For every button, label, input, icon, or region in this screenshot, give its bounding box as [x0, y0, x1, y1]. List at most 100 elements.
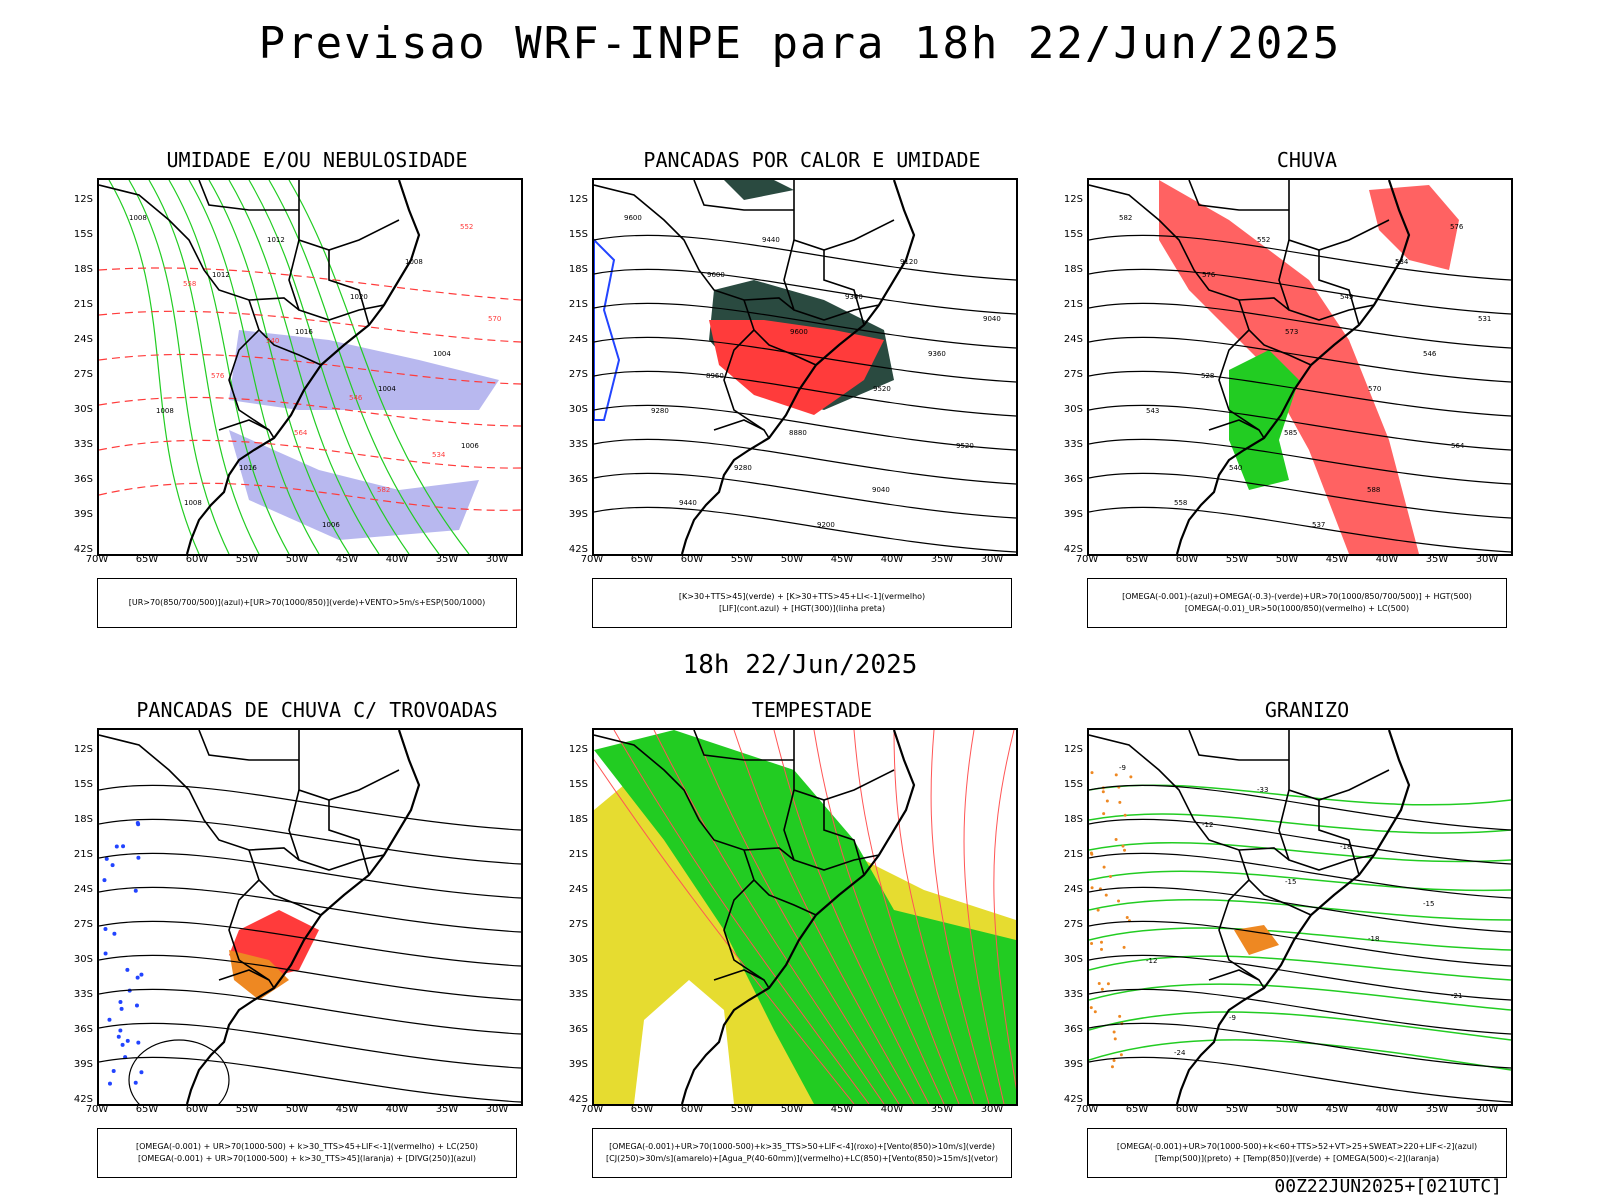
contour-label: 1020	[350, 293, 368, 301]
coastline	[680, 730, 916, 1104]
map-storm[interactable]	[592, 728, 1018, 1106]
omega-mark	[1090, 941, 1094, 945]
isoline	[99, 886, 521, 933]
lon-tick-label: 45W	[830, 554, 854, 565]
legend-box: [OMEGA(-0.001) + UR>70(1000-500) + k>30_…	[97, 1128, 517, 1178]
lon-tick-label: 65W	[135, 1104, 159, 1115]
border-line	[248, 849, 322, 916]
lat-tick-label: 42S	[73, 544, 93, 555]
isoline	[1089, 784, 1511, 831]
contour-label: 552	[1257, 236, 1270, 244]
coastline	[680, 180, 916, 554]
strong-rain-area	[1229, 350, 1299, 490]
panel-title: CHUVA	[1276, 148, 1338, 172]
lat-tick-label: 27S	[568, 369, 588, 380]
lat-tick-label: 36S	[568, 1024, 588, 1035]
divergence-mark	[134, 1003, 139, 1008]
border-line	[198, 180, 299, 211]
divergence-mark	[107, 1081, 112, 1086]
map-rain[interactable]: 582 576 573 570 564 558 552 549 546 543 540 537 534 5…	[1087, 178, 1513, 556]
omega-mark	[1090, 886, 1094, 890]
contour-label: -33	[1257, 786, 1268, 794]
contour-label: 570	[488, 315, 501, 323]
panel-title: GRANIZO	[1264, 698, 1350, 722]
omega-mark	[1123, 813, 1127, 817]
lat-tick-label: 18S	[1063, 264, 1083, 275]
lon-tick-label: 40W	[1375, 1104, 1399, 1115]
lat-tick-label: 27S	[568, 919, 588, 930]
isoline	[594, 336, 1016, 383]
lat-tick-label: 21S	[73, 849, 93, 860]
isoline	[1089, 988, 1511, 1035]
contour-label: 552	[460, 223, 473, 231]
divergence-mark	[104, 856, 109, 861]
lat-tick-label: 15S	[568, 229, 588, 240]
border-line	[1208, 969, 1260, 981]
coastline	[1175, 180, 1411, 554]
map-heat-showers[interactable]: 9600 9600 9600 9520 9520 9440 9440 9360 9360 9280…	[592, 178, 1018, 556]
map-hail[interactable]: -9 -12 -15 -18 -21 -24 -33 -18 -15 -12 -9	[1087, 728, 1513, 1106]
omega-mark	[1117, 899, 1121, 903]
temp850-contour	[1089, 842, 1511, 863]
isoline	[1089, 234, 1511, 281]
lon-tick-label: 60W	[680, 554, 704, 565]
lat-tick-label: 18S	[568, 264, 588, 275]
lat-tick-label: 30S	[1063, 954, 1083, 965]
coastline	[185, 730, 421, 1104]
divergence-mark	[136, 1040, 141, 1045]
omega-mark	[1093, 1010, 1097, 1014]
contour-label: 9440	[762, 236, 780, 244]
contour-label: 576	[1450, 223, 1464, 231]
lat-tick-label: 39S	[73, 1059, 93, 1070]
map-thunderstorm-showers[interactable]	[97, 728, 523, 1106]
omega-mark	[1112, 1059, 1116, 1063]
border-line	[1208, 419, 1260, 431]
contour-label: 9520	[956, 442, 974, 450]
lon-tick-label: 40W	[385, 1104, 409, 1115]
rain-area	[1369, 185, 1459, 270]
contour-label: 9200	[817, 521, 835, 529]
isoline	[1089, 1022, 1511, 1069]
border-line	[723, 879, 770, 989]
border-line	[1089, 734, 1290, 861]
contour-label: 585	[1284, 429, 1297, 437]
isoline	[99, 852, 521, 899]
isoline	[594, 404, 1016, 451]
coastline	[1175, 730, 1411, 1104]
mid-humidity-area	[229, 330, 499, 410]
contour-label: 540	[266, 337, 279, 345]
contour-label: 9520	[873, 385, 891, 393]
contour-label: 9360	[845, 293, 863, 301]
contour-label: 9120	[900, 258, 918, 266]
lat-tick-label: 12S	[73, 194, 93, 205]
lon-tick-label: 50W	[285, 1104, 309, 1115]
lon-tick-label: 70W	[1075, 1104, 1099, 1115]
border-line	[713, 419, 765, 431]
omega-mark	[1129, 775, 1133, 779]
calm-area	[634, 980, 734, 1104]
lon-tick-label: 40W	[385, 554, 409, 565]
border-line	[783, 789, 880, 871]
omega-mark	[1097, 982, 1101, 986]
lat-tick-label: 18S	[568, 814, 588, 825]
lat-tick-label: 33S	[73, 989, 93, 1000]
lat-tick-label: 24S	[1063, 334, 1083, 345]
contour-label: 1012	[212, 271, 230, 279]
lat-tick-label: 27S	[73, 919, 93, 930]
lat-tick-label: 12S	[1063, 194, 1083, 205]
panel-title: UMIDADE E/OU NEBULOSIDADE	[166, 148, 468, 172]
streamline	[613, 730, 870, 1104]
map-humidity[interactable]: 1008 1012 1016 1004 1006 1008 1012 1020 1004 1008…	[97, 178, 523, 556]
divergence-mark	[111, 1069, 116, 1074]
lat-tick-label: 15S	[1063, 229, 1083, 240]
lat-tick-label: 36S	[73, 474, 93, 485]
lon-tick-label: 60W	[185, 1104, 209, 1115]
isoline	[99, 784, 521, 831]
legend-line: [LIF](cont.azul) + [HGT(300)](linha pret…	[718, 604, 886, 613]
divergence-mark	[139, 1070, 144, 1075]
contour-label: 546	[1423, 350, 1437, 358]
omega-mark	[1114, 773, 1118, 777]
humidity-contour	[248, 180, 410, 554]
border-line	[1318, 800, 1360, 876]
streamline	[773, 730, 930, 1104]
